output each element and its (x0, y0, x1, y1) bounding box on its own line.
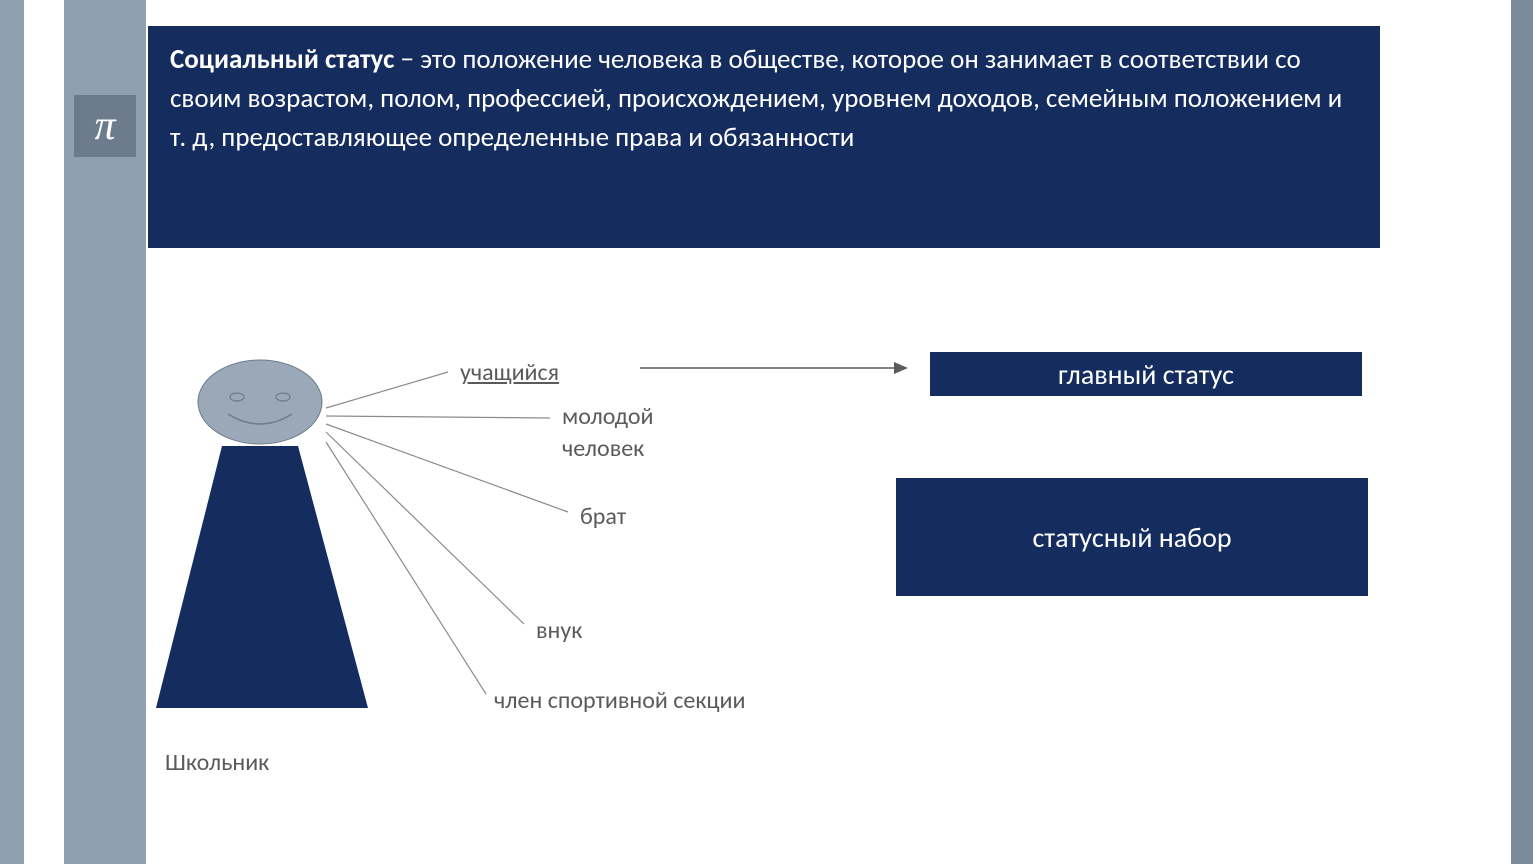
status-set-label: статусный набор (1032, 520, 1231, 555)
status-label-4: внук (536, 616, 582, 645)
status-label-5: член спортивной секции (494, 686, 745, 715)
main-status-label: главный статус (1058, 357, 1234, 392)
status-label-0: учащийся (460, 358, 559, 387)
status-set-box: статусный набор (896, 478, 1368, 596)
figure-caption: Школьник (165, 748, 269, 777)
accent-bar-1 (0, 0, 24, 864)
pi-badge: π (74, 95, 136, 157)
status-label-2: человек (562, 434, 644, 463)
right-edge-strip (1511, 0, 1533, 864)
status-label-1: молодой (562, 402, 653, 431)
main-status-box: главный статус (930, 352, 1362, 396)
definition-term: Социальный статус (170, 43, 394, 76)
definition-sep: − (394, 43, 420, 76)
pi-icon: π (94, 102, 115, 150)
definition-box: Социальный статус − это положение челове… (148, 26, 1380, 248)
status-label-3: брат (580, 502, 626, 531)
slide: π Социальный статус − это положение чело… (0, 0, 1533, 864)
